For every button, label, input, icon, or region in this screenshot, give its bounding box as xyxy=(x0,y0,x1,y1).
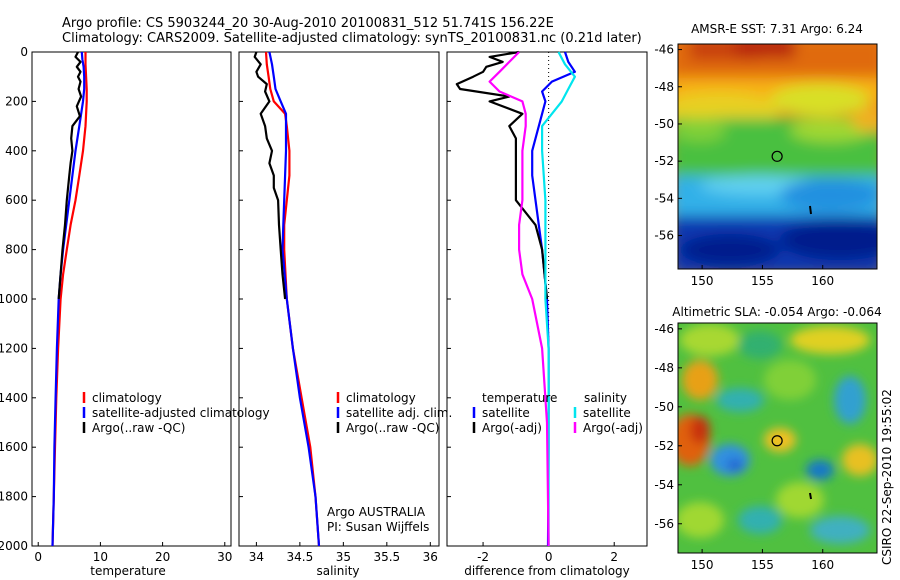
x-tick-label: 34.5 xyxy=(287,550,314,564)
x-tick-label: 35.5 xyxy=(373,550,400,564)
sst-map-panel: AMSR-E SST: 7.31 Argo: 6.24 xyxy=(654,22,878,288)
temperature-legend-argo-raw-qc-label: Argo(..raw -QC) xyxy=(92,421,185,435)
depth-tick-label: 1600 xyxy=(0,440,28,454)
map-lat-tick-label: -54 xyxy=(654,191,674,205)
sst-map-title: AMSR-E SST: 7.31 Argo: 6.24 xyxy=(691,22,863,36)
depth-tick-label: 800 xyxy=(5,243,28,257)
difference-legend-salinity-title: salinity xyxy=(584,391,627,405)
sst-map-frame xyxy=(677,43,878,270)
csiro-timestamp: CSIRO 22-Sep-2010 19:55:02 xyxy=(880,389,894,565)
depth-tick-label: 1000 xyxy=(0,292,28,306)
salinity-axes-box xyxy=(238,51,440,547)
sla-map-panel: Altimetric SLA: -0.054 Argo: -0.064 xyxy=(654,305,881,572)
map-lat-tick-label: -48 xyxy=(654,80,674,94)
salinity-legend-argo-raw-qc-label: Argo(..raw -QC) xyxy=(346,421,439,435)
map-lon-tick-label: 155 xyxy=(751,558,774,572)
map-lat-tick-label: -54 xyxy=(654,478,674,492)
depth-tick-label: 600 xyxy=(5,193,28,207)
x-tick-label: 0 xyxy=(34,550,42,564)
temperature-xlabel: temperature xyxy=(90,564,165,578)
salinity-legend-climatology-label: climatology xyxy=(346,391,416,405)
x-tick-label: 35 xyxy=(336,550,351,564)
map-lat-tick-label: -56 xyxy=(654,229,674,243)
map-lat-tick-label: -56 xyxy=(654,517,674,531)
figure-title-line2: Climatology: CARS2009. Satellite-adjuste… xyxy=(62,31,642,46)
x-tick-label: 10 xyxy=(93,550,108,564)
principal-investigator-label: PI: Susan Wijffels xyxy=(327,520,429,534)
x-tick-label: 30 xyxy=(217,550,232,564)
depth-tick-label: 1200 xyxy=(0,341,28,355)
difference-legend-salinity-argo-adj-label: Argo(-adj) xyxy=(583,421,643,435)
depth-tick-label: 0 xyxy=(20,45,28,59)
x-tick-label: 36 xyxy=(423,550,438,564)
difference-panel: -2 0 2 difference from climatology tempera… xyxy=(446,50,648,578)
map-lon-tick-label: 155 xyxy=(751,274,774,288)
depth-tick-label: 1800 xyxy=(0,490,28,504)
x-tick-label: 20 xyxy=(155,550,170,564)
sla-float-track xyxy=(809,492,812,500)
depth-tick-label: 1400 xyxy=(0,391,28,405)
p1-series-satellite-adjusted-climatology xyxy=(51,51,86,547)
map-lon-tick-label: 160 xyxy=(811,558,834,572)
salinity-legend-satellite-adj-clim-label: satellite adj. clim. xyxy=(346,406,452,420)
difference-legend-temperature-argo-adj-label: Argo(-adj) xyxy=(482,421,542,435)
x-tick-label: 34 xyxy=(249,550,264,564)
p1-series-argo-raw-qc xyxy=(57,51,83,300)
sla-map-title: Altimetric SLA: -0.054 Argo: -0.064 xyxy=(672,305,881,319)
x-tick-label: 0 xyxy=(545,550,553,564)
depth-tick-label: 200 xyxy=(5,94,28,108)
p2-series-argo-raw-qc xyxy=(253,51,287,300)
difference-legend-temperature-title: temperature xyxy=(482,391,557,405)
difference-xlabel: difference from climatology xyxy=(464,564,630,578)
figure-title-line1: Argo profile: CS 5903244_20 30-Aug-2010 … xyxy=(62,16,554,31)
x-tick-label: -2 xyxy=(477,550,489,564)
map-lat-tick-label: -52 xyxy=(654,154,674,168)
argo-program-label: Argo AUSTRALIA xyxy=(327,505,426,519)
map-lat-tick-label: -48 xyxy=(654,361,674,375)
p3-series-temperature-argo-adj xyxy=(455,50,549,300)
p2-series-satellite-adj-clim xyxy=(268,51,321,547)
sst-float-track xyxy=(809,205,812,215)
p2-series-climatology xyxy=(264,51,321,547)
map-lat-tick-label: -46 xyxy=(654,43,674,57)
temperature-legend-climatology-label: climatology xyxy=(92,391,162,405)
temperature-legend-satellite-adjusted-climatology-label: satellite-adjusted climatology xyxy=(92,406,270,420)
map-lon-tick-label: 150 xyxy=(691,274,714,288)
map-lat-tick-label: -46 xyxy=(654,322,674,336)
p3-series-salinity-argo-adj xyxy=(488,51,550,547)
x-tick-label: 2 xyxy=(610,550,618,564)
map-lon-tick-label: 150 xyxy=(691,558,714,572)
map-lat-tick-label: -52 xyxy=(654,439,674,453)
sla-map-frame xyxy=(677,322,878,554)
p3-series-temperature-satellite xyxy=(531,51,577,547)
map-lat-tick-label: -50 xyxy=(654,117,674,131)
map-lat-tick-label: -50 xyxy=(654,400,674,414)
temperature-axes-box xyxy=(31,51,232,547)
sst-field xyxy=(678,44,877,269)
sst-float-marker xyxy=(771,150,783,162)
sla-field xyxy=(678,324,877,544)
salinity-xlabel: salinity xyxy=(316,564,359,578)
difference-legend-salinity-satellite-label: satellite xyxy=(583,406,631,420)
sla-float-marker xyxy=(771,435,783,447)
depth-tick-label: 400 xyxy=(5,144,28,158)
difference-legend-temperature-satellite-label: satellite xyxy=(482,406,530,420)
depth-tick-label: 2000 xyxy=(0,539,28,553)
p3-series-salinity-satellite xyxy=(540,51,577,546)
map-lon-tick-label: 160 xyxy=(811,274,834,288)
temperature-panel: 0 200 400 600 800 1000 1200 1400 1600 1800 2000 0 1… xyxy=(0,45,270,578)
difference-legend: temperaturesatelliteArgo(-adj)salinitysa… xyxy=(472,391,643,435)
salinity-panel: 34 34.5 35 35.5 36 salinity climatologysatel… xyxy=(238,51,452,578)
